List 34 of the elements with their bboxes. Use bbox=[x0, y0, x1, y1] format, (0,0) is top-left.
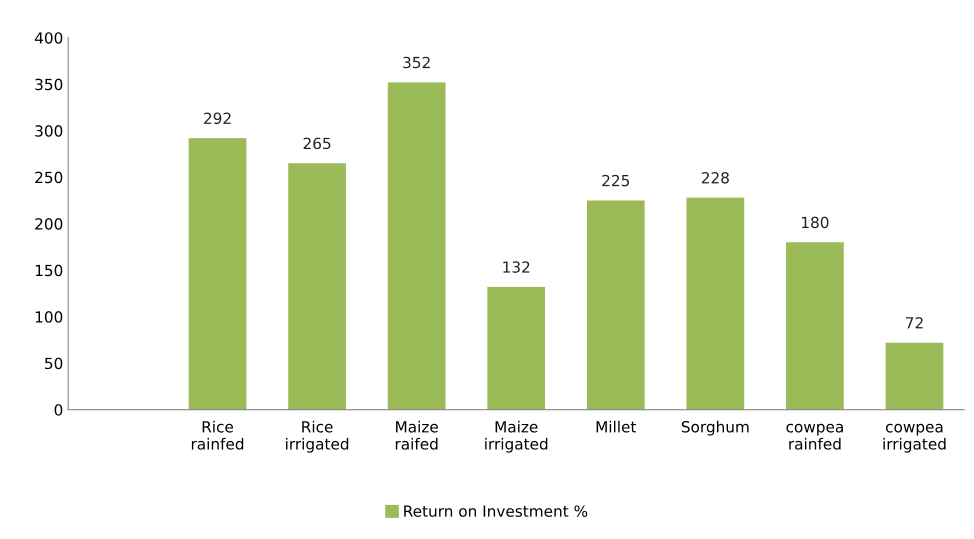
y-tick-label: 150 bbox=[36, 264, 62, 276]
bar bbox=[786, 242, 844, 410]
bar bbox=[886, 342, 944, 410]
data-label: 292 bbox=[204, 112, 231, 124]
y-tick-label: 50 bbox=[45, 358, 62, 370]
y-tick-label: 300 bbox=[35, 125, 62, 137]
x-tick-label: Millet bbox=[596, 420, 636, 433]
y-tick-label: 0 bbox=[54, 404, 62, 416]
x-tick-label: Maize irrigated bbox=[485, 420, 548, 453]
x-tick-label: Maize raifed bbox=[396, 420, 438, 450]
bar bbox=[188, 138, 246, 410]
x-tick-label: Rice irrigated bbox=[286, 420, 348, 453]
bar bbox=[388, 82, 446, 410]
bar bbox=[586, 200, 645, 410]
data-label: 265 bbox=[304, 138, 330, 150]
x-tick-label: cowpea irrigated bbox=[883, 424, 946, 453]
y-tick-label: 250 bbox=[35, 172, 62, 184]
x-tick-label: Sorghum bbox=[682, 420, 749, 436]
y-tick-label: 200 bbox=[35, 218, 62, 230]
data-label: 180 bbox=[802, 216, 828, 228]
data-label: 352 bbox=[403, 56, 430, 68]
y-tick-label: 350 bbox=[35, 78, 62, 90]
y-tick-label: 400 bbox=[34, 32, 62, 44]
bar bbox=[686, 198, 744, 410]
data-label: 72 bbox=[906, 317, 923, 328]
bar bbox=[487, 286, 546, 410]
x-tick-label: Rice rainfed bbox=[192, 420, 244, 450]
y-tick-label: 100 bbox=[36, 311, 62, 323]
data-label: 225 bbox=[602, 174, 630, 186]
legend-label: Return on Investment % bbox=[404, 505, 588, 517]
x-tick-label: cowpea rainfed bbox=[786, 424, 843, 450]
data-label: 228 bbox=[702, 172, 729, 184]
data-label: 132 bbox=[503, 261, 530, 273]
bar bbox=[288, 163, 346, 410]
